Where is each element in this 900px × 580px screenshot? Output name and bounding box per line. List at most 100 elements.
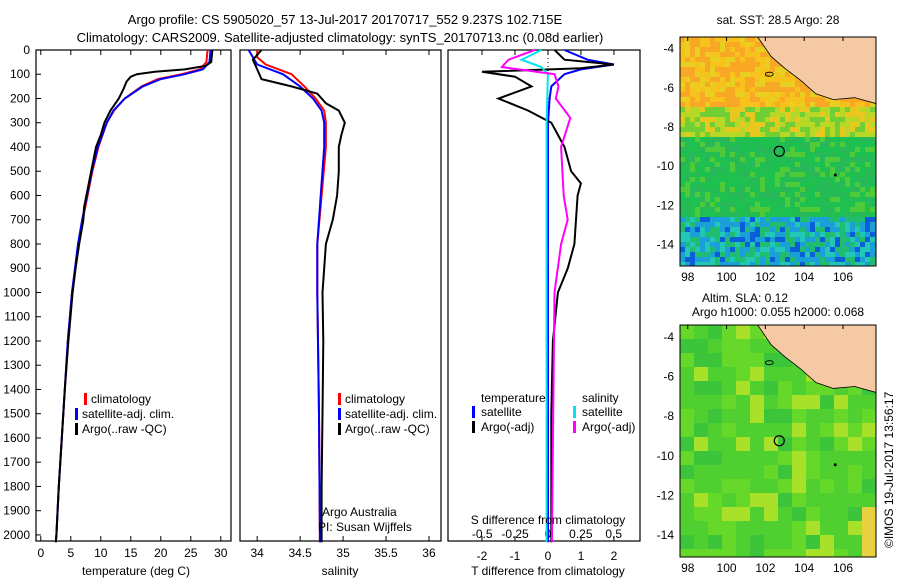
map-cell [806,451,820,465]
map-cell [710,72,715,77]
map-cell [770,142,775,147]
map-cell [845,242,850,247]
map-cell [695,157,700,162]
map-cell [830,247,835,252]
map-cell [750,67,755,72]
map-cell [850,132,855,137]
map-cell [695,52,700,57]
map-cell [695,117,700,122]
map-cell [870,142,875,147]
map-cell [745,227,750,232]
map-cell [825,222,830,227]
map-cell [730,122,735,127]
map-cell [740,217,745,222]
map-cell [780,202,785,207]
sst-map-title: sat. SST: 28.5 Argo: 28 [717,13,840,27]
map-cell [705,137,710,142]
map-cell [695,42,700,47]
map-cell [680,157,685,162]
map-cell [750,92,755,97]
map-cell [855,122,860,127]
map-cell [725,87,730,92]
map-cell [695,262,700,266]
map-cell [690,57,695,62]
map-cell [736,465,750,479]
map-cell [815,122,820,127]
map-cell [685,102,690,107]
series-line-t-argo-adj- [481,49,615,543]
map-cell [710,102,715,107]
map-cell [680,535,694,549]
map-cell [708,549,722,557]
map-cell [845,152,850,157]
map-cell [870,172,875,177]
map-cell [750,57,755,62]
map-cell [840,242,845,247]
map-cell [764,423,778,437]
map-cell [735,142,740,147]
lon-tick-label: 106 [833,561,853,575]
map-cell [795,112,800,117]
map-cell [745,102,750,107]
map-cell [736,507,750,521]
map-cell [700,237,705,242]
map-cell [690,242,695,247]
map-cell [800,182,805,187]
map-cell [865,147,870,152]
map-cell [810,242,815,247]
y-tick-label: 1000 [3,285,30,299]
map-cell [764,367,778,381]
map-cell [860,242,865,247]
map-cell [690,232,695,237]
map-cell [680,232,685,237]
map-cell [800,252,805,257]
map-cell [680,451,694,465]
map-cell [690,127,695,132]
x-tick-label: 0 [545,549,552,563]
map-cell [848,507,862,521]
map-cell [770,202,775,207]
map-cell [705,247,710,252]
map-cell [680,247,685,252]
map-cell [795,97,800,102]
map-cell [730,137,735,142]
map-cell [805,102,810,107]
map-cell [860,112,865,117]
map-cell [740,132,745,137]
map-cell [725,217,730,222]
map-cell [806,535,820,549]
map-cell [720,247,725,252]
map-cell [855,242,860,247]
map-cell [834,535,848,549]
map-cell [740,102,745,107]
map-cell [815,132,820,137]
map-cell [710,87,715,92]
island [764,360,774,366]
map-cell [700,152,705,157]
map-cell [778,451,792,465]
map-cell [715,132,720,137]
map-cell [740,77,745,82]
map-cell [705,82,710,87]
map-cell [710,142,715,147]
map-cell [685,107,690,112]
map-cell [770,107,775,112]
map-cell [745,167,750,172]
map-cell [685,207,690,212]
map-cell [825,217,830,222]
map-cell [785,212,790,217]
map-cell [825,132,830,137]
map-cell [750,152,755,157]
title-line-1: Argo profile: CS 5905020_57 13-Jul-2017 … [128,12,563,27]
map-cell [825,107,830,112]
map-cell [775,242,780,247]
map-cell [736,549,750,557]
map-cell [680,212,685,217]
map-cell [850,182,855,187]
map-cell [694,339,708,353]
map-cell [740,222,745,227]
map-cell [750,493,764,507]
map-cell [810,162,815,167]
map-cell [750,182,755,187]
map-cell [862,465,876,479]
